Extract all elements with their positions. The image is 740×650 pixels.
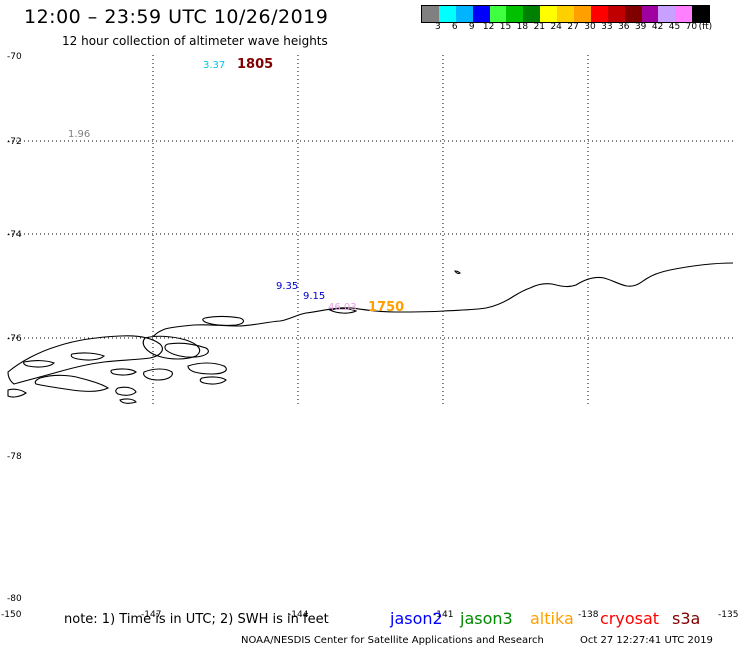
lon-label: -135: [718, 610, 738, 620]
lat-label: -80: [7, 594, 22, 604]
wave-height-annotations: 3.37 1805 1.96 9.35 9.15 46.03 1750: [68, 57, 404, 315]
time-label: 1805: [237, 57, 273, 72]
legend-swatch: [422, 6, 439, 22]
legend-tick-label: 6: [451, 22, 458, 32]
generated-timestamp: Oct 27 12:27:41 UTC 2019: [580, 635, 713, 646]
lat-label: -70: [7, 52, 22, 62]
legend-tick-label: 12: [482, 22, 495, 32]
legend-tick-label: 30: [584, 22, 596, 32]
color-legend-bar: [421, 5, 711, 23]
page-title: 12:00 – 23:59 UTC 10/26/2019: [24, 6, 329, 28]
legend-tick-label: 15: [499, 22, 512, 32]
lat-label: -74: [7, 230, 22, 240]
legend-tick-label: 42: [651, 22, 664, 32]
legend-swatch: [523, 6, 541, 22]
legend-tick-label: 21: [533, 22, 546, 32]
legend-tick-label: 36: [618, 22, 630, 32]
legend-swatch: [455, 6, 473, 22]
legend-swatch: [438, 6, 456, 22]
lon-label: -138: [578, 610, 599, 620]
legend-swatch: [675, 6, 693, 22]
lon-label: -150: [1, 610, 22, 620]
legend-tick-label: 18: [516, 22, 529, 32]
legend-tick-label: 24: [550, 22, 562, 32]
legend-tick-label: 33: [601, 22, 613, 32]
legend-swatch: [506, 6, 524, 22]
legend-swatch: [658, 6, 676, 22]
legend-tick-label: 3: [435, 22, 441, 32]
satellite-s3a: s3a: [672, 609, 701, 628]
legend-tick-label: 9: [468, 22, 475, 32]
legend-swatch: [590, 6, 608, 22]
lat-label: -72: [7, 137, 22, 147]
legend-swatch: [641, 6, 659, 22]
legend-unit: (ft): [698, 22, 713, 32]
antarctic-coastline: [7, 262, 734, 404]
wave-height-value: 1.96: [68, 129, 90, 140]
lon-label: -141: [433, 610, 453, 620]
legend-tick-label: 39: [634, 22, 647, 32]
satellite-jason3: jason3: [460, 609, 513, 628]
satellite-cryosat: cryosat: [600, 609, 660, 628]
wave-height-value: 9.35: [276, 281, 298, 292]
wave-height-value: 3.37: [203, 60, 225, 71]
legend-swatch: [624, 6, 642, 22]
page-subtitle: 12 hour collection of altimeter wave hei…: [62, 34, 328, 48]
satellite-altika: altika: [530, 609, 574, 628]
legend-tick-label: 27: [567, 22, 579, 32]
legend-swatch: [607, 6, 625, 22]
wave-height-value: 46.03: [328, 302, 357, 313]
time-label: 1750: [368, 300, 404, 315]
lat-label: -78: [7, 452, 22, 462]
map-grid: [8, 55, 733, 406]
satellite-jason2: jason2: [390, 609, 443, 628]
legend-swatch: [692, 6, 710, 22]
legend-swatch: [574, 6, 591, 22]
units-note: note: 1) Time is in UTC; 2) SWH is in fe…: [64, 612, 329, 627]
lat-label: -76: [7, 334, 22, 344]
lon-label: -147: [141, 610, 161, 620]
legend-tick-label: 70: [685, 22, 698, 32]
legend-tick-label: 45: [668, 22, 681, 32]
legend-swatch: [557, 6, 575, 22]
legend-swatch: [540, 6, 558, 22]
wave-height-value: 9.15: [303, 291, 325, 302]
lon-label: -144: [288, 610, 309, 620]
legend-swatch: [472, 6, 490, 22]
axis-labels: -70 -72 -74 -76 -78 -80 -150 -147 -144 -…: [1, 52, 738, 620]
credit-line: NOAA/NESDIS Center for Satellite Applica…: [241, 635, 544, 646]
legend-swatch: [489, 6, 507, 22]
